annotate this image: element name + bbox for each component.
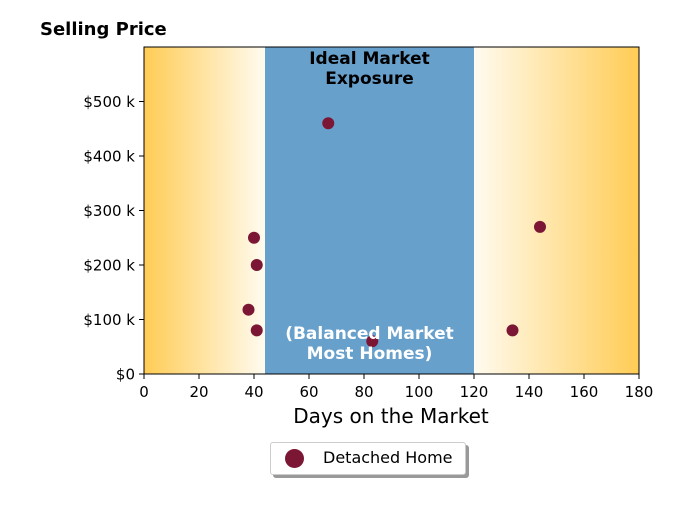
x-tick-label: 180 [625, 383, 654, 401]
band-right-gradient [474, 47, 639, 374]
data-point [248, 231, 260, 244]
x-tick-label: 140 [515, 383, 544, 401]
annotation-line: Most Homes) [307, 344, 433, 364]
legend: Detached Home [270, 442, 466, 475]
data-point [242, 303, 255, 316]
legend-marker-icon [285, 449, 304, 468]
y-tick-label: $300 k [83, 202, 135, 220]
chart-title: Selling Price [40, 19, 167, 40]
x-tick-label: 100 [405, 383, 434, 401]
y-tick-label: $500 k [83, 93, 135, 111]
data-point [250, 259, 263, 271]
data-point [506, 324, 519, 337]
y-tick-label: $400 k [83, 148, 135, 166]
y-axis: $0 $100 k $200 k $300 k $400 k $500 k [83, 93, 144, 384]
x-tick-label: 160 [570, 383, 599, 401]
legend-label: Detached Home [323, 448, 453, 467]
x-tick-label: 20 [189, 383, 208, 401]
data-point [322, 117, 335, 130]
x-tick-label: 80 [354, 383, 373, 401]
annotation-line: Ideal Market [309, 49, 430, 69]
y-tick-label: $100 k [83, 311, 135, 329]
x-axis: 0 20 40 60 80 100 120 140 160 180 [139, 374, 653, 401]
series-detached-home [242, 117, 546, 348]
data-point [534, 220, 546, 233]
y-tick-label: $0 [116, 366, 135, 384]
annotation-line: (Balanced Market [285, 324, 454, 344]
x-tick-label: 60 [299, 383, 318, 401]
band-ideal-exposure [265, 47, 474, 374]
band-left-gradient [144, 47, 265, 374]
x-tick-label: 40 [244, 383, 263, 401]
x-tick-label: 120 [460, 383, 489, 401]
x-axis-label: Days on the Market [293, 404, 489, 428]
data-point [250, 324, 263, 337]
y-tick-label: $200 k [83, 257, 135, 275]
data-point [366, 335, 379, 348]
x-tick-label: 0 [139, 383, 149, 401]
annotation-line: Exposure [325, 69, 414, 89]
